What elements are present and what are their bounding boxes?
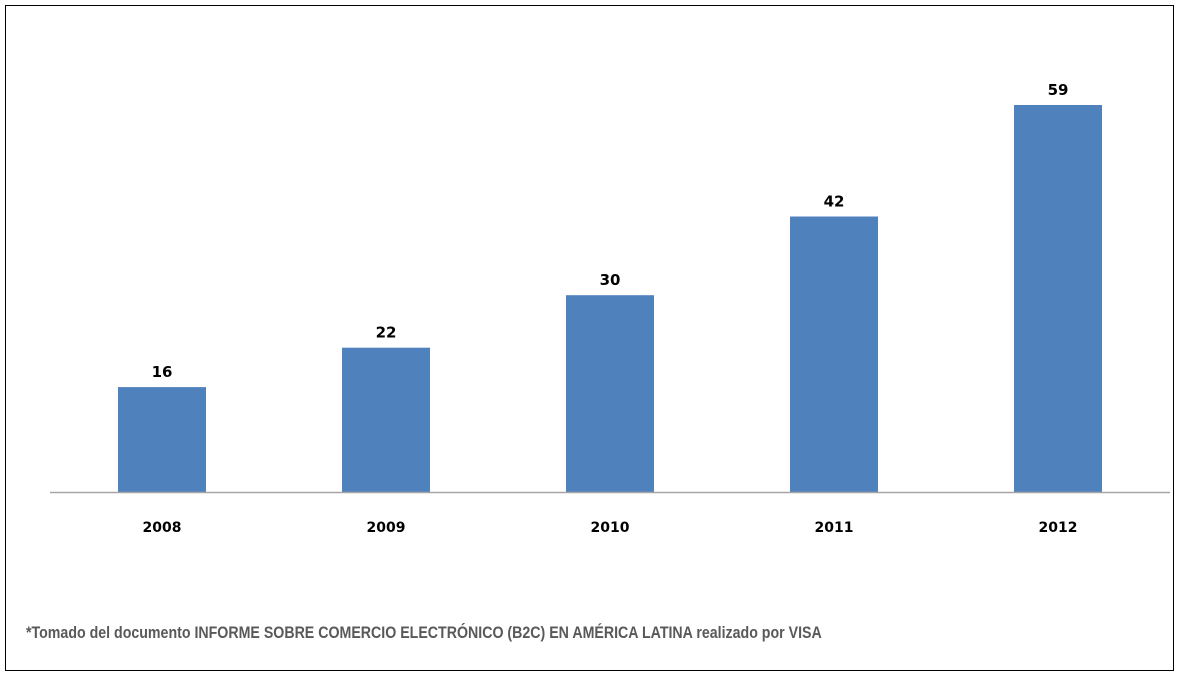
bar-2011 bbox=[790, 216, 878, 492]
x-tick-label-2009: 2009 bbox=[367, 520, 406, 536]
value-labels-group: 16 22 30 42 59 bbox=[152, 81, 1069, 381]
bars-group bbox=[118, 105, 1102, 492]
data-label-2010: 30 bbox=[600, 271, 621, 289]
x-tick-labels-group: 2008 2009 2010 2011 2012 bbox=[143, 520, 1078, 536]
x-tick-label-2011: 2011 bbox=[815, 520, 854, 536]
data-label-2011: 42 bbox=[824, 193, 845, 211]
source-footnote: *Tomado del documento INFORME SOBRE COME… bbox=[26, 624, 822, 642]
x-tick-label-2010: 2010 bbox=[591, 520, 630, 536]
bar-2010 bbox=[566, 295, 654, 492]
data-label-2008: 16 bbox=[152, 363, 173, 381]
x-tick-label-2008: 2008 bbox=[143, 520, 182, 536]
data-label-2012: 59 bbox=[1048, 81, 1069, 99]
bar-2012 bbox=[1014, 105, 1102, 492]
data-label-2009: 22 bbox=[376, 324, 397, 342]
x-tick-label-2012: 2012 bbox=[1039, 520, 1078, 536]
bar-2008 bbox=[118, 387, 206, 492]
bar-2009 bbox=[342, 347, 430, 492]
